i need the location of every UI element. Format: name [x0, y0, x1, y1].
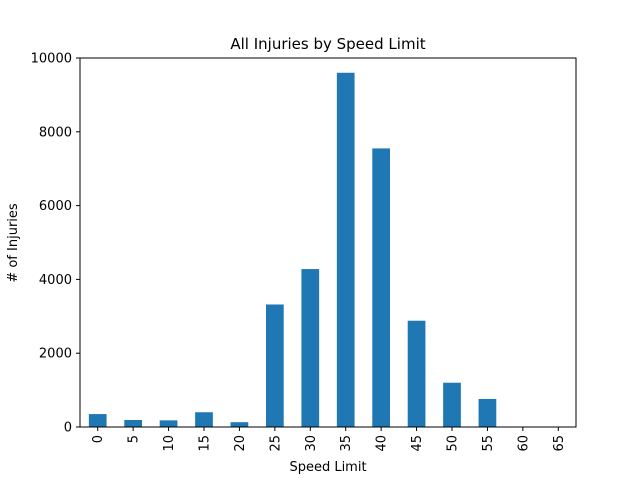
y-tick-label: 8000 [39, 125, 72, 140]
x-tick-label: 25 [268, 435, 283, 452]
bar-15 [195, 412, 213, 427]
bar-25 [266, 304, 284, 427]
x-tick-label: 60 [516, 435, 531, 452]
bar-55 [478, 398, 497, 427]
y-axis: 0 2000 4000 6000 8000 10000 [31, 52, 80, 436]
bar-30 [301, 269, 320, 427]
bar-50 [443, 382, 461, 427]
y-tick-label: 10000 [31, 52, 72, 67]
bar-20 [230, 422, 249, 427]
bar-10 [159, 420, 178, 427]
plot-frame [79, 57, 577, 428]
x-tick-label: 50 [446, 435, 461, 452]
x-axis-title: Speed Limit [289, 460, 366, 475]
x-tick-label: 65 [552, 435, 567, 452]
x-tick-label: 0 [91, 435, 106, 443]
x-tick-label: 55 [481, 435, 496, 452]
y-tick-label: 2000 [39, 347, 72, 362]
x-tick-label: 5 [127, 435, 142, 443]
x-axis: 0 5 10 15 20 25 30 35 40 45 50 55 60 65 [91, 427, 567, 452]
chart-title: All Injuries by Speed Limit [230, 35, 425, 53]
x-tick-label: 40 [375, 435, 390, 452]
x-tick-label: 30 [304, 435, 319, 452]
bars-group [88, 72, 568, 427]
x-tick-label: 15 [198, 435, 213, 452]
y-tick-label: 0 [64, 421, 72, 436]
bar-45 [407, 320, 426, 427]
x-tick-label: 20 [233, 435, 248, 452]
x-tick-label: 45 [410, 435, 425, 452]
y-tick-label: 6000 [39, 199, 72, 214]
bar-35 [336, 72, 355, 427]
bar-40 [372, 148, 390, 427]
y-axis-title: # of Injuries [6, 203, 21, 283]
x-tick-label: 35 [339, 435, 354, 452]
x-tick-label: 10 [162, 435, 177, 452]
y-tick-label: 4000 [39, 273, 72, 288]
bar-0 [88, 414, 107, 427]
bar-5 [124, 419, 142, 427]
